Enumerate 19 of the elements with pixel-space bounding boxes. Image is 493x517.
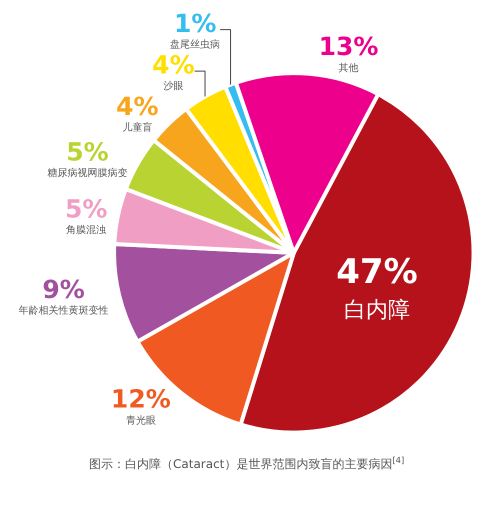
data-label: 4%: [152, 50, 195, 80]
data-label: 5%: [65, 194, 108, 224]
slice-label: 角膜混浊: [66, 224, 106, 236]
slice-label: 沙眼: [163, 80, 184, 92]
data-label: 5%: [66, 138, 109, 167]
data-label: 13%: [318, 32, 378, 62]
slice-label: 其他: [338, 62, 359, 74]
data-label: 1%: [174, 8, 216, 38]
slice-label: 青光眼: [126, 414, 156, 426]
slice-label: 白内障: [344, 298, 410, 323]
data-label: 4%: [116, 92, 159, 121]
data-label: 47%: [336, 252, 418, 292]
slice-label: 年龄相关性黄斑变性: [18, 304, 109, 316]
data-label: 9%: [42, 274, 85, 304]
slice-label: 儿童盲: [122, 122, 152, 134]
slice-label: 糖尿病视网膜病变: [47, 167, 128, 180]
slice-label: 盘尾丝虫病: [170, 38, 220, 50]
data-label: 12%: [110, 384, 171, 414]
text: 图示：白内障（Cataract）是世界范围内致盲的主要病因$^{[4]}$: [89, 455, 404, 472]
